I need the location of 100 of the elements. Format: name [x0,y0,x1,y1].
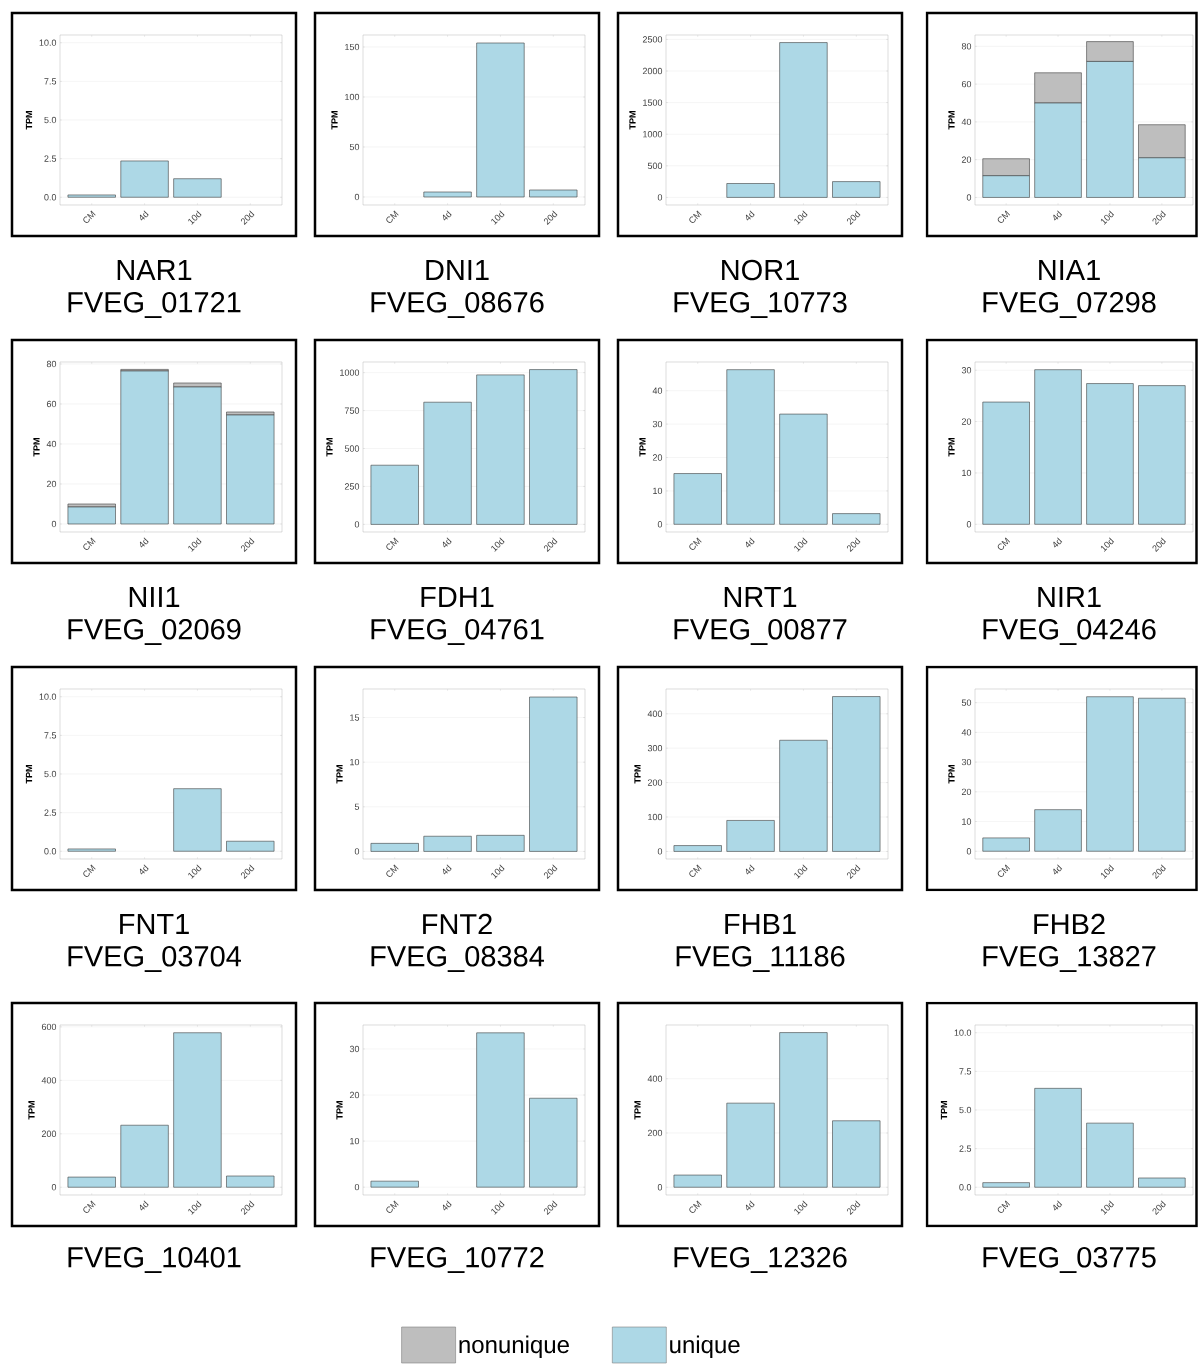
y-tick-label: 200 [647,1129,663,1137]
x-tick-label: CM [386,864,399,877]
y-tick-label: 5.0 [44,770,57,778]
x-tick-label: CM [386,210,399,223]
x-tick-label: 10d [188,210,202,225]
y-tick-label: 0 [354,521,360,528]
y-tick-label: 60 [46,400,57,408]
x-tick-label: 20d [240,1200,255,1215]
y-axis-title: TPM [940,1101,948,1120]
y-tick-label: 20 [961,418,972,425]
y-tick-label: 500 [647,162,663,169]
text: FVEG_08676 [371,291,544,318]
text: FVEG_13827 [983,945,1156,972]
y-tick-label: 50 [961,699,972,706]
y-tick-label: 2500 [642,36,663,43]
x-tick-label: 20d [543,1200,558,1215]
y-tick-label: 10.0 [954,1029,972,1036]
x-tick-label: 10d [1100,864,1115,879]
text: FVEG_12326 [674,1246,847,1273]
x-tick-label: 10d [491,537,505,552]
x-tick-label: 10d [1100,210,1115,225]
y-tick-label: 0 [51,1184,57,1191]
text: FVEG_08384 [371,945,544,972]
y-tick-label: 0.0 [44,194,57,201]
text: NIA1 [1039,260,1100,280]
x-tick-label: 4d [1053,537,1063,548]
x-tick-label: 4d [1053,864,1063,875]
x-tick-label: 20d [846,1200,861,1215]
x-tick-label: 4d [745,864,755,875]
y-tick-label: 0 [51,520,57,528]
y-tick-label: 600 [41,1023,57,1031]
x-tick-label: CM [689,537,702,550]
text: NII1 [129,587,180,607]
y-axis-title: TPM [634,765,641,784]
legend-label: unique [670,1335,740,1358]
y-tick-label: 0 [657,521,663,528]
y-tick-label: 30 [652,420,663,428]
y-tick-label: 400 [647,710,663,717]
x-tick-label: 20d [1152,210,1167,225]
y-axis-title: TPM [948,438,955,457]
y-tick-label: 10 [962,469,972,477]
x-tick-label: 20d [543,537,558,552]
y-axis-title: TPM [33,438,40,457]
y-tick-label: 40 [652,387,663,394]
x-tick-label: 4d [745,537,755,548]
text: FNT1 [120,914,189,934]
y-tick-label: 10.0 [39,39,57,46]
y-tick-label: 100 [648,813,663,821]
text: FVEG_10401 [68,1246,241,1273]
x-tick-label: 20d [1152,864,1167,879]
y-axis-title: TPM [25,765,33,784]
x-tick-label: 10d [188,537,202,552]
x-tick-label: CM [83,537,96,550]
x-tick-label: 4d [139,864,149,875]
text: NRT1 [724,587,797,607]
x-tick-label: CM [386,537,399,550]
text: FNT2 [423,913,492,935]
x-tick-label: 10d [491,1200,505,1215]
y-tick-label: 40 [46,440,57,448]
y-tick-label: 100 [345,93,360,101]
x-tick-label: 20d [240,210,255,225]
text: NOR1 [722,259,799,281]
legend-label: nonunique [459,1335,569,1358]
text: FVEG_07298 [983,291,1156,318]
x-tick-label: 4d [442,537,452,548]
x-tick-label: 20d [240,864,255,879]
y-axis-title: TPM [331,111,338,130]
text: FVEG_03704 [68,945,241,972]
text: DNI1 [426,260,489,280]
x-tick-label: 4d [139,210,149,221]
x-tick-label: CM [83,1200,96,1213]
x-tick-label: 10d [188,864,202,879]
y-tick-label: 10.0 [39,693,57,700]
y-tick-label: 0.0 [44,848,57,855]
y-axis-title: TPM [629,111,636,130]
x-tick-label: CM [997,537,1011,550]
text: FVEG_01721 [68,291,241,318]
y-tick-label: 300 [647,744,663,752]
y-tick-label: 0 [966,848,972,855]
y-tick-label: 2.5 [44,155,57,162]
text: FHB1 [725,914,796,934]
y-axis-title: TPM [336,1101,343,1120]
y-tick-label: 20 [961,156,972,163]
x-tick-label: 4d [139,1200,149,1211]
y-tick-label: 20 [652,454,663,461]
x-tick-label: CM [386,1200,399,1213]
y-axis-title: TPM [28,1101,35,1120]
x-tick-label: 10d [794,864,808,879]
y-tick-label: 50 [349,143,360,151]
y-tick-label: 1500 [643,99,663,106]
y-tick-label: 2000 [642,67,663,75]
x-tick-label: CM [997,1200,1011,1213]
y-tick-label: 10 [962,818,972,825]
y-tick-label: 60 [961,80,972,88]
y-tick-label: 200 [647,779,663,786]
y-tick-label: 30 [961,758,972,766]
y-tick-label: 80 [46,360,57,368]
text: NIR1 [1038,587,1101,607]
y-tick-label: 0 [966,521,972,528]
y-tick-label: 200 [41,1130,57,1137]
